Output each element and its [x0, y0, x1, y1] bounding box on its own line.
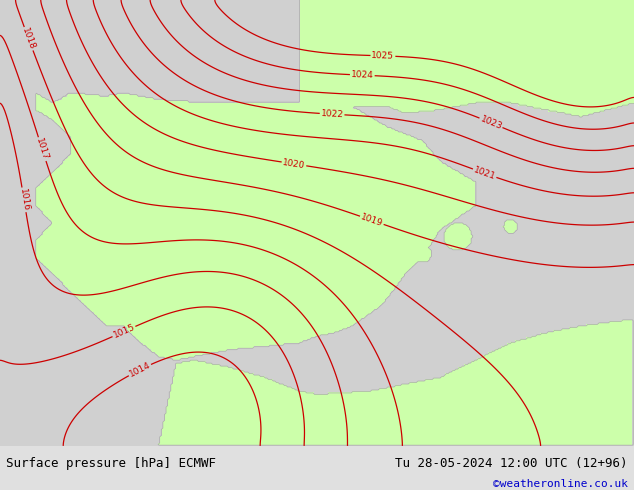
Text: 1021: 1021: [472, 165, 497, 181]
Text: 1019: 1019: [359, 212, 384, 228]
Text: 1020: 1020: [282, 158, 306, 170]
Text: ©weatheronline.co.uk: ©weatheronline.co.uk: [493, 479, 628, 489]
Text: 1018: 1018: [20, 26, 37, 51]
Text: 1024: 1024: [351, 70, 374, 80]
Text: 1017: 1017: [34, 137, 50, 161]
Text: 1025: 1025: [372, 51, 394, 61]
Text: 1023: 1023: [479, 114, 503, 131]
Text: Tu 28-05-2024 12:00 UTC (12+96): Tu 28-05-2024 12:00 UTC (12+96): [395, 457, 628, 469]
Text: 1022: 1022: [320, 109, 344, 119]
Text: 1014: 1014: [127, 361, 152, 379]
Text: 1015: 1015: [112, 323, 136, 340]
Text: 1016: 1016: [18, 188, 30, 212]
Text: Surface pressure [hPa] ECMWF: Surface pressure [hPa] ECMWF: [6, 457, 216, 469]
